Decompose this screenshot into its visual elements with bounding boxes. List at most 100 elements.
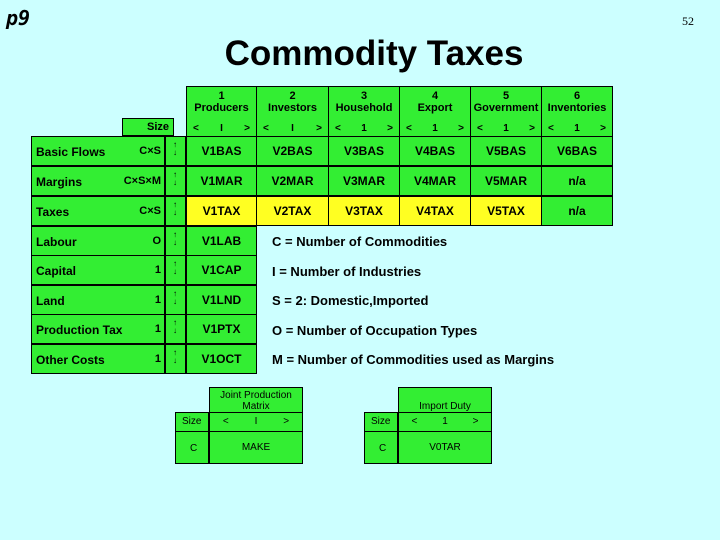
matrix-cell-value: n/a	[568, 174, 586, 188]
matrix-cell: V3MAR	[328, 166, 400, 196]
matrix-cell-value: V1CAP	[201, 263, 242, 277]
column-dimension: < I >	[187, 123, 256, 134]
row-size-arrow-box: ↑ ↓	[165, 196, 186, 226]
row-label: Production Tax	[36, 323, 123, 337]
column-name: Export	[417, 102, 453, 114]
row-size-arrow-box: ↑ ↓	[165, 255, 186, 285]
matrix-cell: V3TAX	[328, 196, 400, 226]
column-header-5: 5 Government <1 >	[470, 86, 542, 137]
row-label: Taxes	[36, 205, 70, 219]
import-duty-title-box: Import Duty	[398, 387, 492, 413]
legend-item: C = Number of Commodities	[272, 234, 448, 249]
column-name: Government	[473, 102, 539, 114]
import-duty-rowsize-box: C	[364, 431, 398, 464]
row-size-arrow-box: ↑ ↓	[165, 285, 186, 315]
row-size: 1	[154, 264, 161, 276]
arrow-left: <	[548, 123, 554, 134]
matrix-cell: V1LND	[186, 285, 257, 315]
column-dimension-value: 1	[432, 123, 438, 134]
import-duty-dim: 1	[442, 416, 448, 427]
matrix-cell-value: V5BAS	[485, 144, 526, 158]
matrix-cell-value: V1LAB	[201, 234, 242, 248]
row-label-box: Land 1	[31, 285, 165, 315]
row-size-arrow-box: ↑ ↓	[165, 344, 186, 374]
column-dimension: < I >	[257, 123, 328, 134]
legend-item: O = Number of Occupation Types	[272, 323, 478, 338]
row-size-arrow-box: ↑ ↓	[165, 136, 186, 166]
matrix-cell: V2MAR	[256, 166, 329, 196]
matrix-cell: V4TAX	[399, 196, 471, 226]
legend-item: S = 2: Domestic,Imported	[272, 293, 429, 308]
row-size-arrow-box: ↑ ↓	[165, 226, 186, 256]
import-duty-dim-box: < 1 >	[398, 412, 492, 432]
row-label-box: Margins C×S×M	[31, 166, 165, 196]
column-number: 2	[289, 90, 296, 102]
row-size: 1	[154, 294, 161, 306]
import-duty-size-box: Size	[364, 412, 398, 432]
make-matrix-dim-box: < I >	[209, 412, 303, 432]
matrix-cell: V1OCT	[186, 344, 257, 374]
make-matrix-cell: MAKE	[209, 431, 303, 464]
vertical-arrow-icon: ↑ ↓	[173, 200, 177, 217]
size-label: Size	[146, 121, 169, 133]
arrow-left: <	[193, 123, 199, 134]
column-header-6: 6 Inventories <1 >	[541, 86, 613, 137]
column-header-1: 1 Producers < I >	[186, 86, 257, 137]
make-matrix-row-size: C	[190, 443, 198, 454]
matrix-cell-value: V6BAS	[556, 144, 597, 158]
column-dimension-value: 1	[574, 123, 580, 134]
column-dimension-value: I	[291, 123, 294, 134]
matrix-cell: V5TAX	[470, 196, 542, 226]
import-duty-size-label: Size	[371, 416, 391, 427]
arrow-right: >	[387, 123, 393, 134]
matrix-cell: V1BAS	[186, 136, 257, 166]
row-label-box: Other Costs 1	[31, 344, 165, 374]
column-dimension: <1 >	[471, 123, 541, 134]
column-name: Household	[335, 102, 393, 114]
import-duty-cell: V0TAR	[398, 431, 492, 464]
matrix-cell-value: n/a	[568, 204, 586, 218]
make-matrix-value: MAKE	[241, 442, 271, 453]
vertical-arrow-icon: ↑ ↓	[173, 170, 177, 187]
arrow-right: >	[472, 416, 479, 427]
column-name: Inventories	[547, 102, 607, 114]
matrix-cell-value: V1OCT	[201, 352, 242, 366]
row-size: 1	[154, 353, 161, 365]
size-header: Size	[122, 118, 174, 136]
vertical-arrow-icon: ↑ ↓	[173, 289, 177, 306]
row-label: Labour	[36, 235, 77, 249]
make-matrix-rowsize-box: C	[175, 431, 209, 464]
matrix-cell: n/a	[541, 196, 613, 226]
page-title: Commodity Taxes	[224, 34, 524, 73]
row-label-box: Production Tax 1	[31, 314, 165, 344]
arrow-right: >	[458, 123, 464, 134]
make-matrix-title: Joint Production Matrix	[220, 390, 292, 412]
import-duty-title: Import Duty	[419, 401, 471, 412]
matrix-cell: n/a	[541, 166, 613, 196]
matrix-cell-value: V5TAX	[487, 204, 525, 218]
column-number: 1	[218, 90, 225, 102]
column-number: 3	[360, 90, 368, 102]
row-label-box: Taxes C×S	[31, 196, 165, 226]
arrow-left: <	[222, 416, 229, 427]
arrow-left: <	[477, 123, 483, 134]
column-dimension-value: I	[220, 123, 223, 134]
matrix-cell-value: V1LND	[201, 293, 242, 307]
matrix-cell: V1MAR	[186, 166, 257, 196]
legend-item: M = Number of Commodities used as Margin…	[272, 352, 555, 367]
column-header-2: 2 Investors < I >	[256, 86, 329, 137]
legend-item: I = Number of Industries	[272, 264, 422, 279]
column-header-3: 3 Household <1 >	[328, 86, 400, 137]
matrix-cell: V5MAR	[470, 166, 542, 196]
column-dimension-value: 1	[361, 123, 367, 134]
arrow-right: >	[283, 416, 290, 427]
arrow-right: >	[316, 123, 322, 134]
column-dimension-value: 1	[503, 123, 509, 134]
matrix-cell: V3BAS	[328, 136, 400, 166]
arrow-left: <	[263, 123, 269, 134]
matrix-cell: V2BAS	[256, 136, 329, 166]
row-label-box: Basic Flows C×S	[31, 136, 165, 166]
matrix-cell-value: V4BAS	[414, 144, 455, 158]
row-size-arrow-box: ↑ ↓	[165, 314, 186, 344]
matrix-cell-value: V5MAR	[484, 174, 527, 188]
